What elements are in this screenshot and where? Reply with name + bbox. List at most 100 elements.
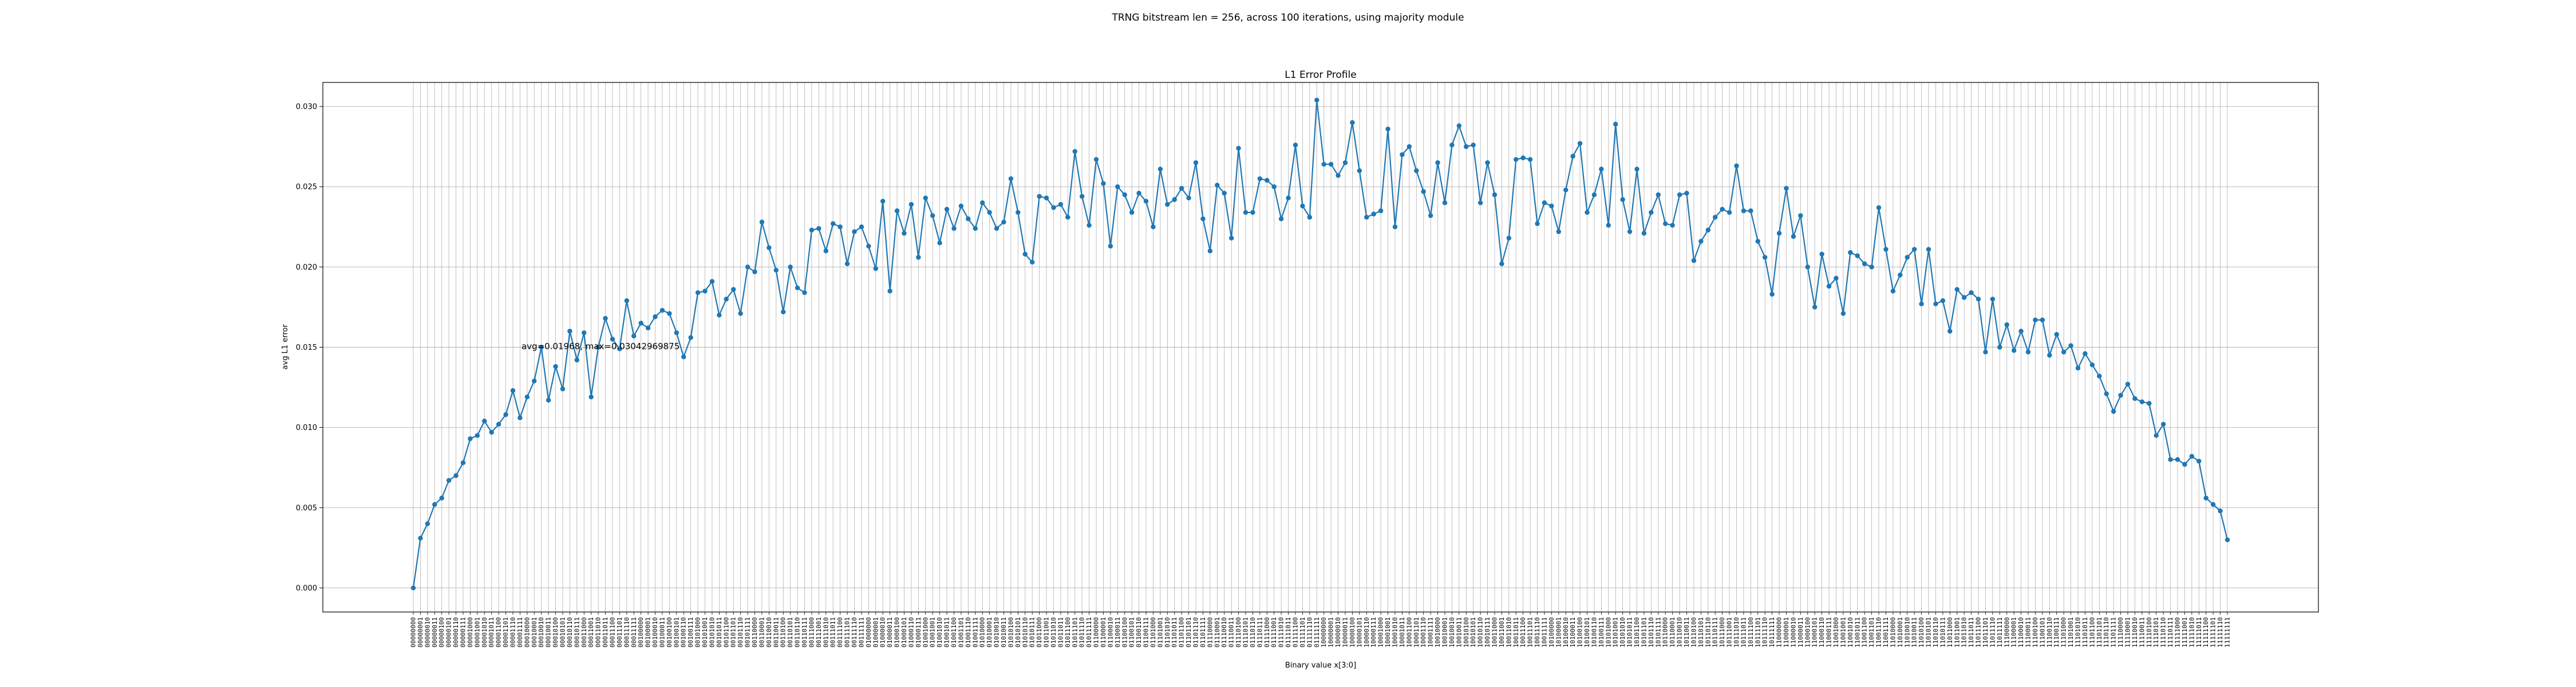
x-tick-label: 01101100 [1178,617,1186,647]
data-point [1514,157,1519,162]
x-tick-label: 10100101 [1583,617,1591,647]
data-point [1969,290,1974,295]
data-point [1919,301,1924,307]
data-point [1570,153,1575,159]
data-point [460,460,466,465]
x-tick-label: 01100010 [1107,617,1114,647]
x-axis-label: Binary value x[3:0] [1285,661,1356,670]
data-point [1527,157,1533,162]
data-point [2111,409,2116,414]
x-tick-label: 11001010 [1847,617,1854,647]
x-tick-label: 00110101 [787,617,794,647]
x-tick-label: 00101001 [701,617,709,647]
data-point [1200,216,1206,222]
x-tick-label: 01101000 [1149,617,1157,647]
x-tick-label: 01000100 [894,617,901,647]
data-point [773,267,779,273]
data-point [2025,349,2031,355]
data-point [1336,173,1341,178]
data-point [2168,457,2173,462]
data-point [1414,168,1419,173]
data-point [496,421,501,427]
data-point [1556,229,1562,234]
x-tick-label: 11011100 [1975,617,1982,647]
x-tick-label: 11010001 [1897,617,1904,647]
data-point [1883,247,1888,252]
x-tick-label: 01001110 [965,617,972,647]
x-tick-label: 11110111 [2167,617,2174,647]
x-tick-label: 00101101 [730,617,737,647]
x-tick-label: 10111111 [1768,617,1776,647]
data-point [1271,184,1277,189]
data-point [1705,227,1710,233]
data-point [1769,291,1775,297]
y-tick-label: 0.025 [296,183,317,192]
x-tick-label: 11100111 [2053,617,2060,647]
x-tick-label: 01100111 [1143,617,1150,647]
data-point [1477,200,1483,206]
data-point [1606,223,1611,228]
x-tick-label: 11010101 [1925,617,1933,647]
x-tick-label: 01000111 [915,617,922,647]
x-tick-label: 10011100 [1519,617,1527,647]
x-tick-label: 01001101 [957,617,965,647]
x-tick-label: 01010000 [979,617,986,647]
x-tick-label: 00000000 [410,617,417,647]
x-tick-label: 11001011 [1854,617,1861,647]
data-point [1997,345,2002,350]
data-point [1535,221,1540,226]
data-point [1342,160,1348,165]
x-tick-label: 01010110 [1021,617,1029,647]
x-tick-label: 11010111 [1939,617,1946,647]
x-tick-label: 10011111 [1540,617,1548,647]
data-point [1093,157,1099,162]
data-point [1911,247,1917,252]
data-point [1058,202,1064,207]
data-point [1086,223,1092,228]
data-point [1542,200,1547,206]
data-point [1108,243,1113,249]
data-point [574,357,580,363]
data-point [1812,305,1818,310]
x-tick-label: 01111011 [1285,617,1292,647]
x-tick-label: 10001011 [1398,617,1406,647]
data-point [2210,502,2216,507]
x-tick-label: 11001111 [1882,617,1890,647]
x-tick-label: 00000101 [445,617,453,647]
data-point [1328,161,1334,167]
x-tick-label: 11010011 [1911,617,1918,647]
x-tick-label: 00011011 [602,617,609,647]
data-point [1350,120,1355,125]
x-tick-label: 00010111 [573,617,580,647]
x-tick-label: 00011101 [616,617,623,647]
data-point [1627,229,1633,234]
x-tick-label: 11001001 [1839,617,1847,647]
data-point [624,298,630,303]
x-tick-label: 01000000 [865,617,872,647]
data-point [2139,399,2145,404]
x-tick-label: 10110100 [1690,617,1697,647]
x-tick-label: 10100100 [1577,617,1584,647]
x-tick-label: 00111100 [836,617,844,647]
data-point [987,210,992,215]
data-point [1293,143,1298,148]
x-tick-label: 10011010 [1505,617,1512,647]
x-tick-label: 11101111 [2110,617,2117,647]
x-tick-label: 10000010 [1334,617,1342,647]
x-tick-label: 00010000 [523,617,531,647]
data-point [2189,453,2195,459]
data-point [638,321,643,326]
x-tick-label: 01101001 [1156,617,1164,647]
x-tick-label: 10000111 [1370,617,1377,647]
data-point [1179,185,1184,191]
data-point [887,289,892,294]
x-tick-label: 01010011 [1000,617,1008,647]
x-tick-label: 11000001 [1783,617,1790,647]
x-tick-label: 00001101 [502,617,509,647]
x-tick-label: 11000101 [1811,617,1819,647]
x-tick-label: 00110111 [801,617,808,647]
y-tick-label: 0.030 [296,103,317,112]
data-point [2097,373,2102,379]
data-point [1848,250,1853,255]
x-tick-label: 10100010 [1562,617,1570,647]
